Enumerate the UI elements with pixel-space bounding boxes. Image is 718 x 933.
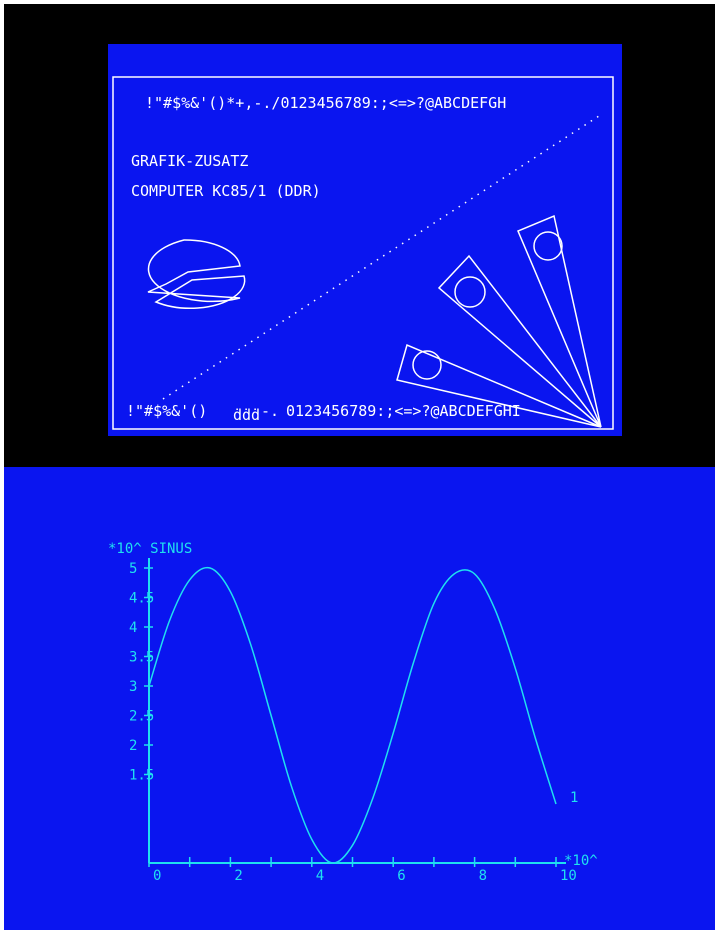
x-tick-label: 2: [234, 868, 242, 884]
series-label-1: 1: [570, 790, 578, 806]
fan-circle-upper: [533, 231, 563, 261]
fan-circle-lower: [412, 350, 442, 380]
chart-axes: [148, 558, 566, 864]
charset-bottom-line-b: -.: [261, 402, 279, 420]
title-grafik-zusatz: GRAFIK-ZUSATZ: [131, 152, 248, 170]
bottom-panel: *10^ SINUS 0 2 4 6 8 10 1.5 2 2.5 3 3.5 4 4.5 5 1 *10…: [4, 467, 715, 930]
fan-drawing: [396, 214, 602, 428]
fan-blade-lower: [396, 343, 602, 428]
x-tick-label: 0: [153, 868, 161, 884]
y-tick-label: 1.5: [129, 768, 154, 784]
charset-bottom-garbled-glyphs: ḋḋḋ: [233, 406, 260, 424]
y-tick-label: 5: [129, 561, 137, 577]
title-computer-kc85: COMPUTER KC85/1 (DDR): [131, 182, 321, 200]
x-tick-label: 6: [397, 868, 405, 884]
screen-border: [112, 76, 614, 430]
charset-top-line: !"#$%&'()*+,-./0123456789:;<=>?@ABCDEFGH: [145, 94, 506, 112]
y-tick-label: 2: [129, 738, 137, 754]
chart-title: *10^ SINUS: [108, 541, 192, 557]
x-tick-label: 8: [479, 868, 487, 884]
x-tick-label: 10: [560, 868, 577, 884]
y-tick-label: 4: [129, 620, 137, 636]
y-tick-label: 3.5: [129, 650, 154, 666]
top-panel: !"#$%&'()*+,-./0123456789:;<=>?@ABCDEFGH…: [4, 4, 715, 467]
series-line-1: [148, 566, 557, 864]
y-tick-label: 4.5: [129, 591, 154, 607]
graphics-demo-canvas: !"#$%&'()*+,-./0123456789:;<=>?@ABCDEFGH…: [112, 76, 614, 430]
sine-chart: *10^ SINUS 0 2 4 6 8 10 1.5 2 2.5 3 3.5 4 4.5 5 1 *10…: [108, 541, 598, 884]
pie-chart-drawing: [147, 239, 241, 303]
dotted-diagonal-line: [162, 113, 603, 400]
fan-blade-upper: [517, 214, 602, 428]
x-tick-label: 4: [316, 868, 324, 884]
fan-blade-middle: [437, 254, 602, 428]
x-axis-label: *10^: [564, 853, 598, 869]
chart-ticks: 0 2 4 6 8 10 1.5 2 2.5 3 3.5 4 4.5 5: [129, 561, 577, 884]
fan-circle-middle: [454, 276, 486, 308]
screenshot-frame: !"#$%&'()*+,-./0123456789:;<=>?@ABCDEFGH…: [4, 4, 715, 930]
charset-bottom-line-a: !"#$%&'(): [126, 402, 207, 420]
pie-slice-drawing: [154, 275, 246, 309]
y-tick-label: 3: [129, 679, 137, 695]
y-tick-label: 2.5: [129, 709, 154, 725]
graphics-demo-screen: !"#$%&'()*+,-./0123456789:;<=>?@ABCDEFGH…: [108, 44, 622, 436]
charset-bottom-line-c: 0123456789:;<=>?@ABCDEFGHI: [286, 402, 521, 420]
